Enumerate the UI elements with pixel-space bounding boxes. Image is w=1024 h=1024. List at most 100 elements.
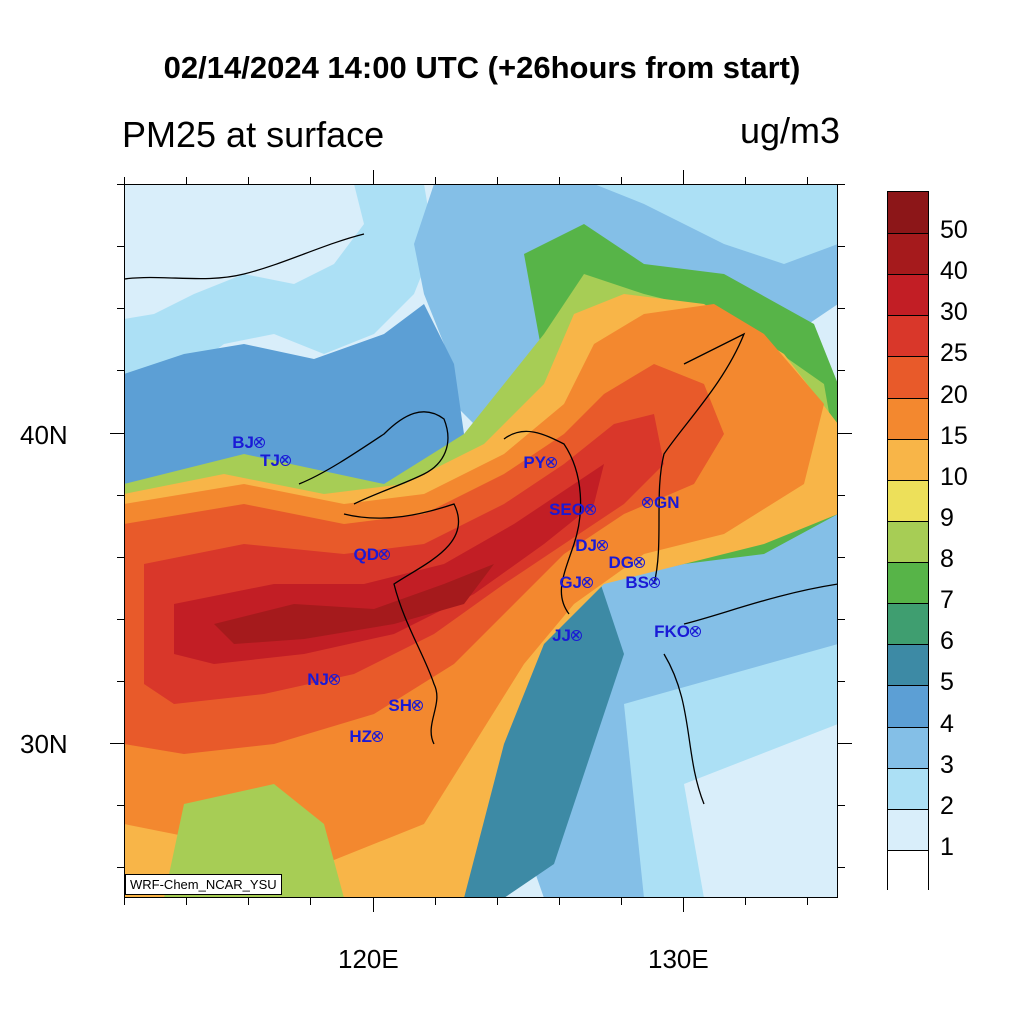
tick-mark bbox=[110, 433, 124, 434]
tick-mark bbox=[745, 898, 746, 905]
colorbar-label: 15 bbox=[940, 421, 968, 450]
tick-mark bbox=[683, 898, 684, 912]
colorbar-label: 4 bbox=[940, 709, 954, 738]
tick-mark bbox=[373, 170, 374, 184]
tick-mark bbox=[838, 184, 845, 185]
korea-west-coast bbox=[503, 430, 582, 615]
colorbar-label: 25 bbox=[940, 339, 968, 368]
station-label: GN bbox=[654, 493, 680, 512]
tick-mark bbox=[117, 246, 124, 247]
colorbar-swatch bbox=[888, 397, 928, 440]
japan-coast-south bbox=[663, 653, 705, 805]
map-title: 02/14/2024 14:00 UTC (+26hours from star… bbox=[163, 50, 801, 85]
tick-mark bbox=[838, 619, 845, 620]
tick-mark bbox=[838, 308, 845, 309]
tick-mark bbox=[807, 177, 808, 184]
colorbar-label: 6 bbox=[940, 627, 954, 656]
tick-mark bbox=[621, 177, 622, 184]
field-band-8-south bbox=[164, 784, 344, 898]
tick-mark bbox=[838, 433, 852, 434]
tick-mark bbox=[310, 177, 311, 184]
tick-mark bbox=[117, 557, 124, 558]
border-north bbox=[124, 233, 365, 280]
field-band-4-west bbox=[124, 304, 464, 484]
station-marker-icon bbox=[546, 457, 557, 468]
colorbar-swatch bbox=[888, 315, 928, 357]
station-label: BJ bbox=[232, 433, 254, 452]
station-label: HZ bbox=[349, 727, 372, 746]
tick-mark bbox=[838, 370, 845, 371]
colorbar-label: 3 bbox=[940, 750, 954, 779]
colorbar-label: 7 bbox=[940, 586, 954, 615]
colorbar-swatch bbox=[888, 438, 928, 481]
pm25-map: WRF-Chem_NCAR_YSU bbox=[124, 184, 838, 898]
tick-mark bbox=[110, 743, 124, 744]
tick-mark bbox=[248, 177, 249, 184]
tick-mark bbox=[117, 308, 124, 309]
colorbar-label: 1 bbox=[940, 832, 954, 861]
tick-mark bbox=[117, 495, 124, 496]
tick-mark bbox=[807, 898, 808, 905]
tick-mark bbox=[117, 184, 124, 185]
station-label: DJ bbox=[575, 536, 597, 555]
station-marker-icon bbox=[372, 731, 383, 742]
tick-mark bbox=[683, 170, 684, 184]
station-label: FKO bbox=[654, 622, 690, 641]
colorbar-swatch bbox=[888, 767, 928, 810]
model-credit: WRF-Chem_NCAR_YSU bbox=[125, 874, 282, 895]
station-marker-icon bbox=[412, 700, 423, 711]
colorbar-label: 2 bbox=[940, 791, 954, 820]
tick-mark bbox=[435, 898, 436, 905]
variable-label: PM25 at surface bbox=[122, 114, 385, 155]
station-marker-icon bbox=[634, 557, 645, 568]
colorbar-label: 40 bbox=[940, 257, 968, 286]
lat-label-30n: 30N bbox=[20, 729, 68, 759]
station-marker-icon bbox=[329, 674, 340, 685]
station-label: SH bbox=[388, 696, 412, 715]
tick-mark bbox=[838, 557, 845, 558]
coastlines bbox=[124, 233, 838, 805]
japan-coast-north bbox=[683, 583, 838, 625]
colorbar-label: 8 bbox=[940, 545, 954, 574]
tick-mark bbox=[117, 805, 124, 806]
station-label: TJ bbox=[260, 451, 280, 470]
tick-mark bbox=[124, 177, 125, 184]
colorbar-swatch bbox=[888, 849, 928, 892]
tick-mark bbox=[186, 177, 187, 184]
lat-label-40n: 40N bbox=[20, 420, 68, 450]
station-marker-icon bbox=[582, 577, 593, 588]
field-band-1 bbox=[124, 184, 364, 319]
colorbar-label: 10 bbox=[940, 462, 968, 491]
colorbar-swatch bbox=[888, 356, 928, 399]
colorbar-label: 50 bbox=[940, 216, 968, 245]
tick-mark bbox=[310, 898, 311, 905]
tick-mark bbox=[559, 898, 560, 905]
tick-mark bbox=[117, 681, 124, 682]
tick-mark bbox=[838, 495, 845, 496]
colorbar-swatch bbox=[888, 520, 928, 563]
tick-mark bbox=[186, 898, 187, 905]
tick-mark bbox=[117, 867, 124, 868]
field-band-2-ne bbox=[594, 184, 838, 264]
station-marker-icon bbox=[280, 455, 291, 466]
colorbar-swatch bbox=[888, 603, 928, 645]
station-marker-icon bbox=[649, 577, 660, 588]
station-marker-icon bbox=[597, 540, 608, 551]
tick-mark bbox=[124, 898, 125, 905]
colorbar-label: 20 bbox=[940, 380, 968, 409]
colorbar-swatch bbox=[888, 192, 928, 234]
station-label: PY bbox=[523, 453, 546, 472]
station-label: BS bbox=[625, 573, 649, 592]
tick-mark bbox=[745, 177, 746, 184]
colorbar-swatch bbox=[888, 233, 928, 275]
lon-label-120e: 120E bbox=[338, 944, 399, 974]
colorbar-swatch bbox=[888, 808, 928, 851]
station-marker-icon bbox=[585, 504, 596, 515]
tick-mark bbox=[838, 867, 845, 868]
colorbar-swatch bbox=[888, 685, 928, 728]
bohai-coast bbox=[298, 411, 449, 505]
tick-mark bbox=[117, 619, 124, 620]
station-label: GJ bbox=[559, 573, 582, 592]
field-band-1-east bbox=[684, 724, 838, 898]
tick-mark bbox=[117, 370, 124, 371]
